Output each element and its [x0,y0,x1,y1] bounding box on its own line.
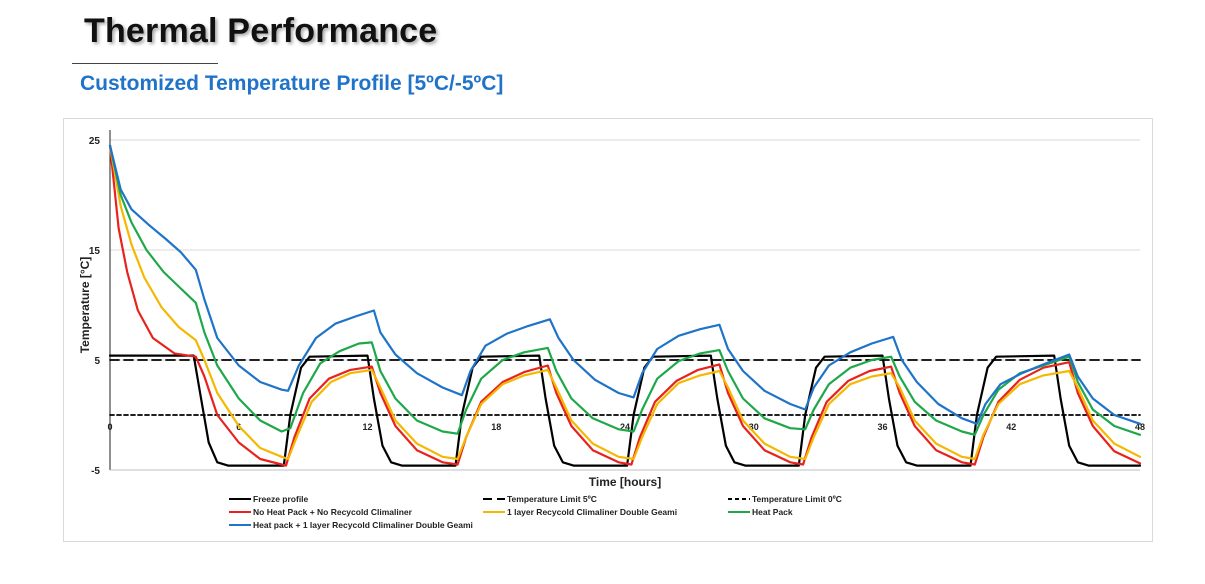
y-axis-label: Temperature [°C] [78,257,92,354]
legend-entry: Heat Pack [752,507,793,517]
legend-entry: No Heat Pack + No Recycold Climaliner [253,507,413,517]
x-tick-label: 12 [362,422,372,432]
legend-entry: Heat pack + 1 layer Recycold Climaliner … [253,520,473,530]
legend-entry: Temperature Limit 0ºC [752,494,842,504]
page-title: Thermal Performance [84,12,437,51]
page-subtitle: Customized Temperature Profile [5ºC/-5ºC… [80,72,503,96]
series-line-4 [110,146,1140,466]
series-line-6 [110,146,1140,435]
title-underline [72,63,218,64]
y-tick-label: 25 [89,136,101,147]
legend-entry: Temperature Limit 5ºC [507,494,597,504]
x-tick-label: 36 [877,422,887,432]
series-line-7 [110,146,1140,424]
y-tick-label: 5 [94,356,100,367]
x-axis-label: Time [hours] [589,475,661,489]
x-tick-label: 18 [491,422,501,432]
y-tick-label: -5 [91,466,100,477]
y-tick-label: 15 [89,246,101,257]
x-tick-label: 42 [1006,422,1016,432]
legend-entry: 1 layer Recycold Climaliner Double Geami [507,507,677,517]
legend-entry: Freeze profile [253,494,309,504]
x-tick-label: 0 [107,422,112,432]
